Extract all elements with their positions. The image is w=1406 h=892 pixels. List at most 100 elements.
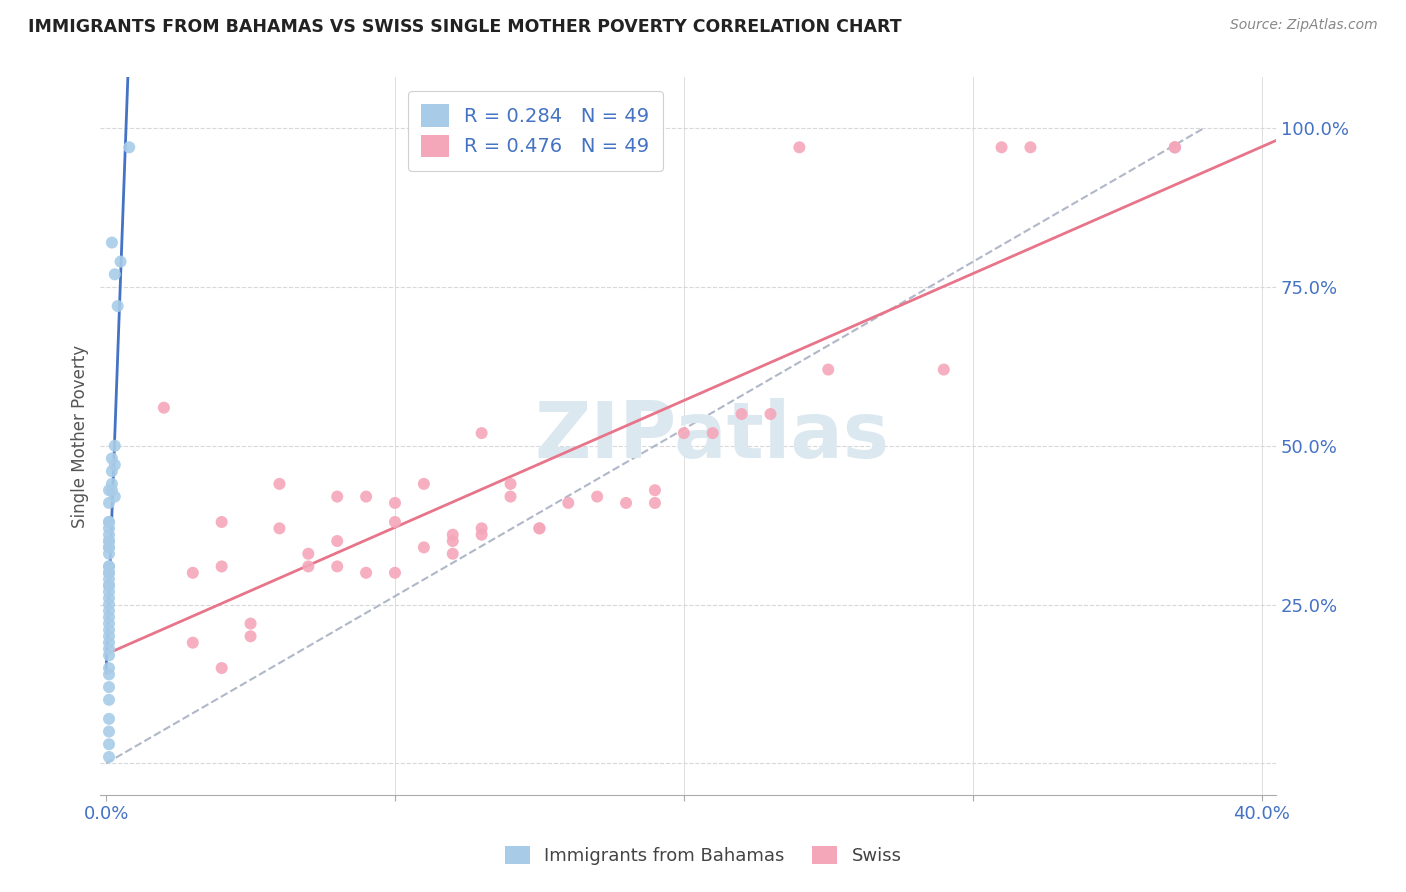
Point <box>730 407 752 421</box>
Point <box>239 629 262 643</box>
Point <box>441 534 464 549</box>
Point <box>110 254 132 268</box>
Point <box>384 515 406 529</box>
Point <box>471 527 494 541</box>
Point <box>384 496 406 510</box>
Point <box>98 598 121 612</box>
Point <box>471 426 494 441</box>
Point <box>98 610 121 624</box>
Point <box>98 515 121 529</box>
Point <box>98 724 121 739</box>
Point <box>98 737 121 751</box>
Point <box>269 521 291 535</box>
Point <box>98 623 121 637</box>
Point <box>98 483 121 498</box>
Point <box>98 527 121 541</box>
Point <box>1164 140 1187 154</box>
Point <box>326 490 349 504</box>
Point <box>326 534 349 549</box>
Point <box>98 496 121 510</box>
Point <box>354 490 377 504</box>
Point <box>441 527 464 541</box>
Point <box>1019 140 1042 154</box>
Point <box>181 566 204 580</box>
Text: IMMIGRANTS FROM BAHAMAS VS SWISS SINGLE MOTHER POVERTY CORRELATION CHART: IMMIGRANTS FROM BAHAMAS VS SWISS SINGLE … <box>28 18 901 36</box>
Point <box>104 490 127 504</box>
Point <box>98 578 121 592</box>
Point <box>98 591 121 606</box>
Point <box>98 635 121 649</box>
Point <box>98 750 121 764</box>
Point <box>98 572 121 586</box>
Point <box>990 140 1012 154</box>
Point <box>101 476 124 491</box>
Point <box>932 362 955 376</box>
Point <box>211 661 233 675</box>
Legend: Immigrants from Bahamas, Swiss: Immigrants from Bahamas, Swiss <box>495 837 911 874</box>
Point <box>644 483 666 498</box>
Point <box>441 547 464 561</box>
Point <box>529 521 551 535</box>
Point <box>98 541 121 555</box>
Point <box>297 547 319 561</box>
Point <box>384 566 406 580</box>
Point <box>98 604 121 618</box>
Point <box>98 629 121 643</box>
Point <box>101 483 124 498</box>
Point <box>471 521 494 535</box>
Point <box>326 559 349 574</box>
Point <box>98 578 121 592</box>
Point <box>98 521 121 535</box>
Point <box>672 426 695 441</box>
Point <box>614 496 637 510</box>
Point <box>104 458 127 472</box>
Point <box>98 547 121 561</box>
Point <box>412 476 434 491</box>
Point <box>98 541 121 555</box>
Point <box>239 616 262 631</box>
Point <box>354 566 377 580</box>
Legend: R = 0.284   N = 49, R = 0.476   N = 49: R = 0.284 N = 49, R = 0.476 N = 49 <box>408 91 662 170</box>
Point <box>101 451 124 466</box>
Point <box>118 140 141 154</box>
Point <box>586 490 609 504</box>
Point <box>211 559 233 574</box>
Point <box>101 235 124 250</box>
Point <box>98 566 121 580</box>
Point <box>211 515 233 529</box>
Point <box>98 661 121 675</box>
Point <box>98 680 121 694</box>
Point <box>269 476 291 491</box>
Point <box>107 299 129 313</box>
Point <box>153 401 176 415</box>
Point <box>644 496 666 510</box>
Point <box>702 426 724 441</box>
Point <box>759 407 782 421</box>
Point <box>499 490 522 504</box>
Point <box>98 712 121 726</box>
Point <box>789 140 811 154</box>
Point <box>98 667 121 681</box>
Point <box>101 464 124 478</box>
Point <box>98 693 121 707</box>
Point <box>98 534 121 549</box>
Point <box>181 635 204 649</box>
Point <box>98 616 121 631</box>
Point <box>817 362 839 376</box>
Point <box>1164 140 1187 154</box>
Point <box>1164 140 1187 154</box>
Point <box>104 268 127 282</box>
Point <box>98 515 121 529</box>
Point <box>98 559 121 574</box>
Point <box>104 439 127 453</box>
Text: ZIPatlas: ZIPatlas <box>534 398 889 475</box>
Point <box>529 521 551 535</box>
Point <box>98 642 121 657</box>
Point <box>98 585 121 599</box>
Point <box>297 559 319 574</box>
Text: Source: ZipAtlas.com: Source: ZipAtlas.com <box>1230 18 1378 32</box>
Point <box>98 566 121 580</box>
Point <box>557 496 579 510</box>
Y-axis label: Single Mother Poverty: Single Mother Poverty <box>72 344 89 528</box>
Point <box>98 559 121 574</box>
